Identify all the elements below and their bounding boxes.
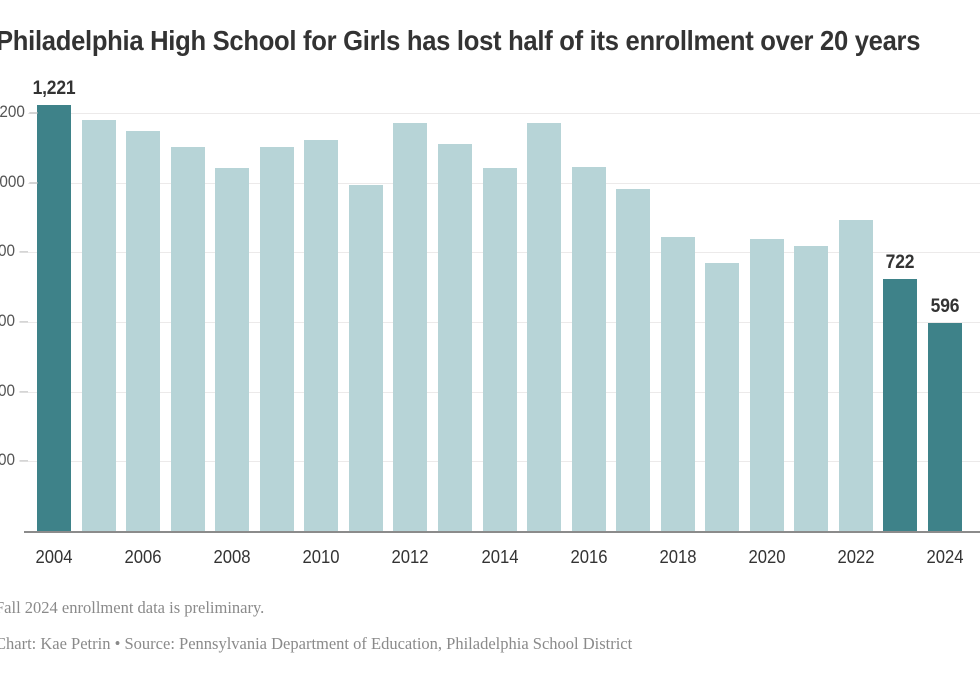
- x-axis-tick-label: 2004: [35, 546, 73, 567]
- y-tick-dash: –: [19, 450, 28, 470]
- y-axis-tick-label: 600–: [0, 310, 28, 330]
- x-axis-tick-label: 2024: [926, 546, 964, 567]
- bar-2016[interactable]: [571, 166, 606, 531]
- chart-title: Philadelphia High School for Girls has l…: [0, 25, 921, 56]
- bar-2019[interactable]: [705, 263, 740, 531]
- plot-area: 1,221 722 596 1,200– 1,000– 800– 600– 400– 200–…: [0, 78, 980, 567]
- bar-value-label: 722: [886, 252, 915, 274]
- y-tick-dash: –: [19, 241, 28, 261]
- bar-value-label: 596: [930, 296, 960, 318]
- bar-2005[interactable]: [81, 120, 116, 531]
- bar-2017[interactable]: [616, 189, 651, 531]
- x-axis-tick-label: 2014: [480, 546, 519, 567]
- y-axis-tick-label: 200–: [0, 450, 28, 470]
- x-axis-tick-label: 2010: [302, 546, 340, 567]
- credit-text: Chart: Kae Petrin • Source: Pennsylvania…: [0, 634, 633, 653]
- bar-2011[interactable]: [348, 184, 383, 531]
- bar-2012[interactable]: [393, 122, 428, 531]
- bar-2006[interactable]: [126, 130, 161, 531]
- x-axis-tick-label: 2016: [570, 546, 608, 567]
- bar-2015[interactable]: [527, 123, 562, 531]
- y-tick-dash: –: [29, 101, 38, 121]
- x-axis-tick-label: 2022: [837, 546, 875, 567]
- y-axis-tick-label: 1,000–: [0, 171, 38, 191]
- bar-2013[interactable]: [437, 144, 472, 531]
- x-axis-line: [24, 531, 980, 533]
- bar-2023[interactable]: [883, 279, 918, 531]
- bar-2008[interactable]: [215, 167, 250, 531]
- bar-2014[interactable]: [482, 167, 517, 531]
- footnote-text: Fall 2024 enrollment data is preliminary…: [0, 598, 265, 617]
- bar-2018[interactable]: [660, 237, 695, 531]
- x-axis-tick-label: 2018: [659, 546, 697, 567]
- bars-group: 1,221 722 596: [32, 78, 962, 531]
- y-tick-dash: –: [29, 171, 38, 191]
- x-axis-tick-label: 2008: [213, 546, 251, 567]
- bar-2009[interactable]: [259, 146, 294, 531]
- y-tick-dash: –: [19, 310, 28, 330]
- gridline: [28, 112, 980, 114]
- x-axis-tick-label: 2006: [124, 546, 162, 567]
- y-tick-dash: –: [19, 380, 28, 400]
- bar-2020[interactable]: [749, 239, 784, 531]
- bar-2022[interactable]: [838, 219, 873, 531]
- bar-2021[interactable]: [794, 245, 829, 531]
- bar-2024[interactable]: [928, 323, 962, 531]
- y-axis-tick-label: 1,200–: [0, 101, 38, 121]
- x-axis-tick-label: 2012: [391, 546, 429, 567]
- bar-2007[interactable]: [170, 146, 205, 531]
- bar-2010[interactable]: [304, 139, 339, 531]
- y-axis-tick-label: 800–: [0, 241, 28, 261]
- bar-value-label: 1,221: [32, 78, 76, 100]
- bar-2004[interactable]: [37, 105, 71, 531]
- y-axis-tick-label: 400–: [0, 380, 28, 400]
- x-axis-tick-label: 2020: [748, 546, 786, 567]
